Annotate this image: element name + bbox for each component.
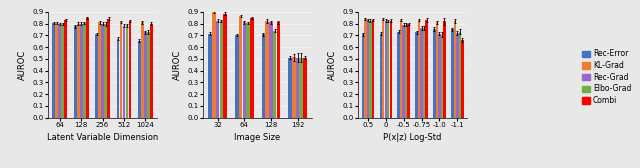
Bar	[74, 26, 77, 118]
Bar	[144, 32, 147, 118]
Bar	[141, 22, 144, 118]
X-axis label: P(x|z) Log-Std: P(x|z) Log-Std	[383, 133, 442, 142]
Bar	[456, 33, 458, 118]
Bar	[296, 58, 300, 118]
Bar	[95, 34, 98, 118]
Bar	[220, 21, 223, 118]
Bar	[288, 58, 292, 118]
Bar	[273, 31, 276, 118]
Bar	[138, 40, 141, 118]
Bar	[80, 24, 83, 118]
Bar	[403, 25, 405, 118]
Bar	[125, 25, 129, 118]
Bar	[433, 29, 436, 118]
Bar	[382, 19, 385, 118]
Bar	[266, 21, 269, 118]
Bar	[223, 14, 227, 118]
Bar	[212, 12, 216, 118]
Bar	[216, 20, 220, 118]
Bar	[444, 21, 445, 118]
Bar	[239, 16, 243, 118]
Bar	[209, 34, 212, 118]
Bar	[385, 20, 387, 118]
Bar	[83, 23, 86, 118]
Bar	[367, 20, 369, 118]
Bar	[86, 18, 88, 118]
Bar	[415, 32, 418, 118]
Bar	[418, 20, 420, 118]
Bar	[303, 58, 307, 118]
Bar	[372, 20, 374, 118]
Bar	[300, 58, 303, 118]
Bar	[364, 19, 367, 118]
Bar	[104, 24, 107, 118]
Bar	[459, 32, 461, 118]
Bar	[243, 22, 246, 118]
Bar	[61, 24, 64, 118]
Bar	[120, 22, 122, 118]
Bar	[262, 34, 265, 118]
Bar	[441, 35, 443, 118]
Bar	[147, 32, 150, 118]
Y-axis label: AUROC: AUROC	[18, 50, 27, 80]
Bar	[52, 23, 55, 118]
Bar	[451, 29, 454, 118]
Bar	[436, 22, 438, 118]
Bar	[235, 35, 239, 118]
Bar	[420, 28, 423, 118]
Legend: Rec-Error, KL-Grad, Rec-Grad, Elbo-Grad, Combi: Rec-Error, KL-Grad, Rec-Grad, Elbo-Grad,…	[581, 48, 633, 107]
Bar	[408, 24, 410, 118]
Bar	[390, 20, 392, 118]
X-axis label: Image Size: Image Size	[234, 133, 281, 142]
Bar	[438, 34, 441, 118]
Bar	[387, 21, 390, 118]
Bar	[55, 23, 58, 118]
Bar	[397, 32, 400, 118]
Bar	[65, 20, 67, 118]
Bar	[369, 20, 372, 118]
Y-axis label: AUROC: AUROC	[328, 50, 337, 80]
Bar	[77, 24, 79, 118]
Bar	[380, 34, 382, 118]
Bar	[461, 40, 463, 118]
Y-axis label: AUROC: AUROC	[173, 50, 182, 80]
Bar	[405, 25, 408, 118]
Bar	[292, 57, 296, 118]
Bar	[250, 18, 253, 118]
Bar	[246, 23, 250, 118]
Bar	[58, 24, 61, 118]
Bar	[129, 21, 131, 118]
Bar	[123, 26, 125, 118]
Bar	[426, 20, 428, 118]
Bar	[101, 24, 104, 118]
X-axis label: Latent Variable Dimension: Latent Variable Dimension	[47, 133, 158, 142]
Bar	[423, 28, 425, 118]
Bar	[400, 20, 403, 118]
Bar	[150, 24, 153, 118]
Bar	[362, 34, 364, 118]
Bar	[116, 39, 120, 118]
Bar	[98, 22, 101, 118]
Bar	[454, 21, 456, 118]
Bar	[276, 22, 280, 118]
Bar	[269, 22, 273, 118]
Bar	[107, 19, 110, 118]
